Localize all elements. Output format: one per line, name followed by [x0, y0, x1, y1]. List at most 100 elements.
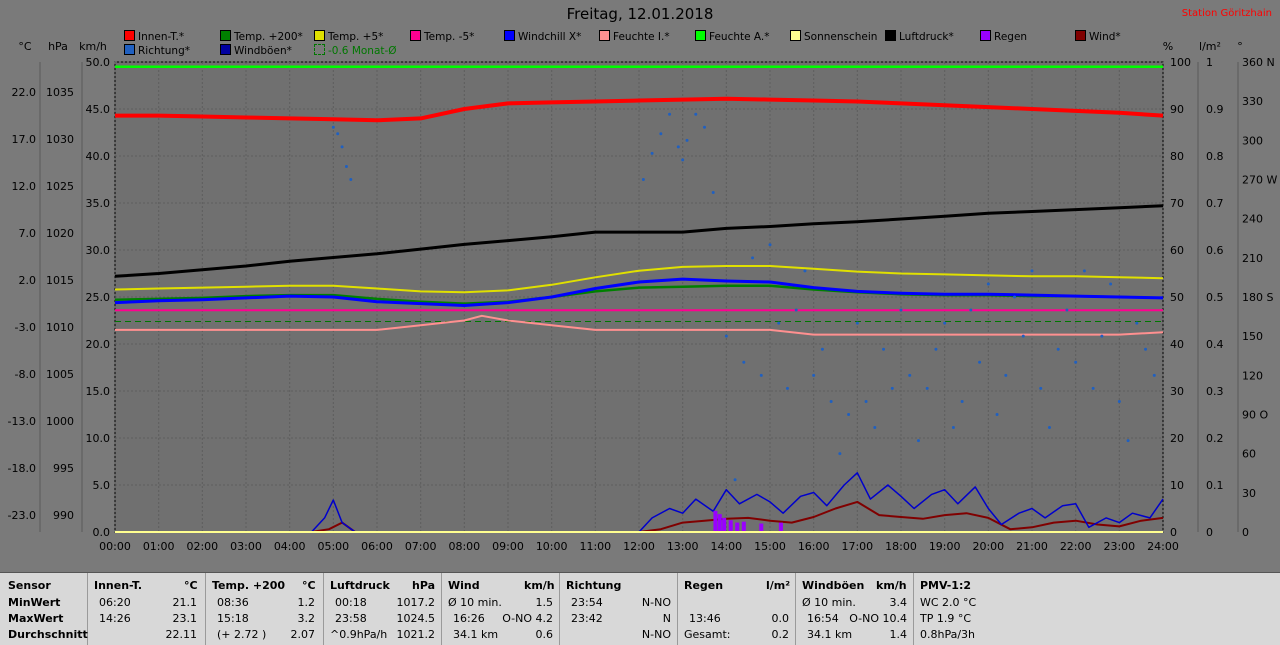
- temp200-min-time: 08:36: [217, 596, 249, 609]
- direction-point: [882, 347, 886, 351]
- header-sensor: Sensor: [8, 579, 51, 592]
- tick-label-kmh: 45.0: [86, 103, 111, 116]
- tick-label-kmh: 15.0: [86, 385, 111, 398]
- legend-label: Regen: [994, 31, 1028, 43]
- legend-label: Wind*: [1089, 31, 1121, 43]
- pmv-windchill: WC 2.0 °C: [920, 596, 977, 609]
- tick-label-time: 02:00: [186, 540, 218, 553]
- tick-label-pct: 90: [1170, 103, 1184, 116]
- direction-point: [864, 399, 868, 403]
- tick-label-hpa: 1030: [46, 133, 74, 146]
- tick-label-deg: 360 N: [1242, 56, 1275, 69]
- legend-item: Temp. +200*: [220, 30, 303, 43]
- col-innen: Innen-T. °C 06:20 14:26 21.1 23.1 22.11: [88, 573, 206, 645]
- legend-swatch: [410, 30, 421, 41]
- chart-title: Freitag, 12.01.2018: [566, 5, 714, 23]
- legend-swatch: [599, 30, 610, 41]
- rain-bar: [722, 517, 727, 532]
- tick-label-rain: 0.6: [1206, 244, 1224, 257]
- tick-label-pct: 10: [1170, 479, 1184, 492]
- direction-point: [838, 452, 842, 456]
- legend-label: Temp. +200*: [234, 31, 303, 43]
- pmv-taupunkt: TP 1.9 °C: [920, 612, 972, 625]
- tick-label-time: 13:00: [667, 540, 699, 553]
- legend-item: Windböen*: [220, 44, 292, 57]
- tick-label-hpa: 1015: [46, 274, 74, 287]
- tick-label-rain: 1: [1206, 56, 1213, 69]
- rain-bar: [717, 514, 722, 532]
- tick-label-hpa: 995: [53, 462, 74, 475]
- direction-point: [724, 334, 728, 338]
- direction-point: [812, 373, 816, 377]
- tick-label-deg: 270 W: [1242, 174, 1277, 187]
- direction-point: [340, 145, 344, 149]
- tick-label-time: 00:00: [99, 540, 131, 553]
- tick-label-hpa: 990: [53, 509, 74, 522]
- temp200-max-time: 15:18: [217, 612, 249, 625]
- boeen-distance: 34.1 km: [807, 628, 853, 641]
- rain-bar: [759, 523, 764, 532]
- tick-label-time: 01:00: [143, 540, 175, 553]
- wind-avg: 0.6: [535, 628, 554, 641]
- legend-label: Windchill X*: [518, 31, 582, 43]
- legend-label: Windböen*: [234, 45, 292, 57]
- temp200-avg: 2.07: [290, 628, 316, 641]
- tick-label-temp: -23.0: [8, 509, 36, 522]
- direction-point: [1039, 386, 1043, 390]
- direction-point: [768, 243, 772, 247]
- direction-point: [641, 178, 645, 181]
- tick-label-time: 10:00: [536, 540, 568, 553]
- richtung-avg: N-NO: [641, 628, 671, 641]
- direction-point: [785, 386, 789, 390]
- direction-point: [1030, 269, 1034, 273]
- tick-label-time: 03:00: [230, 540, 262, 553]
- tick-label-hpa: 1010: [46, 321, 74, 334]
- direction-point: [733, 478, 737, 482]
- tick-label-temp: 12.0: [12, 180, 37, 193]
- direction-point: [908, 373, 912, 377]
- row-label-avg: Durchschnitt: [8, 628, 88, 641]
- legend-item: Regen: [980, 30, 1027, 43]
- col-pmv: PMV-1:2 WC 2.0 °C TP 1.9 °C 0.8hPa/3h: [914, 573, 1031, 645]
- richtung-max: N: [662, 612, 671, 625]
- direction-point: [349, 178, 353, 181]
- tick-label-rain: 0.9: [1206, 103, 1224, 116]
- col-boeen: Windböen km/h Ø 10 min. 16:54 34.1 km O-…: [796, 573, 914, 645]
- tick-label-kmh: 40.0: [86, 150, 111, 163]
- tick-label-hpa: 1000: [46, 415, 74, 428]
- direction-point: [331, 125, 335, 129]
- tick-label-time: 07:00: [405, 540, 437, 553]
- series-line: [115, 314, 1164, 336]
- direction-point: [899, 308, 903, 312]
- legend-swatch: [314, 44, 325, 55]
- direction-point: [951, 426, 955, 430]
- col-richtung: Richtung 23:54 23:42 N-NO N N-NO: [560, 573, 678, 645]
- tick-label-time: 12:00: [623, 540, 655, 553]
- tick-label-time: 21:00: [1016, 540, 1048, 553]
- boeen-max: O-NO 10.4: [849, 612, 907, 625]
- luftdruck-max-time: 23:58: [335, 612, 367, 625]
- luftdruck-min: 1017.2: [396, 596, 436, 609]
- unit-regen: l/m²: [766, 579, 791, 592]
- legend-swatch: [220, 30, 231, 41]
- header-temp200: Temp. +200: [212, 579, 286, 592]
- regen-max: 0.0: [771, 612, 790, 625]
- tick-label-kmh: 5.0: [93, 479, 111, 492]
- series-line: [114, 277, 1164, 307]
- direction-point: [1013, 295, 1017, 299]
- legend-item: Feuchte A.*: [695, 30, 770, 43]
- tick-label-deg: 300: [1242, 134, 1263, 147]
- unit-innen: °C: [184, 579, 198, 592]
- direction-point: [1117, 399, 1121, 403]
- regen-total-label: Gesamt:: [684, 628, 731, 641]
- legend-swatch: [124, 30, 135, 41]
- tick-label-time: 05:00: [317, 540, 349, 553]
- luftdruck-avg: 1021.2: [396, 628, 436, 641]
- legend-swatch: [1075, 30, 1086, 41]
- tick-label-deg: 30: [1242, 487, 1256, 500]
- tick-label-kmh: 25.0: [86, 291, 111, 304]
- legend-label: -0.6 Monat-Ø: [328, 45, 397, 57]
- luftdruck-min-time: 00:18: [335, 596, 367, 609]
- tick-label-temp: -3.0: [15, 321, 36, 334]
- legend-label: Temp. -5*: [424, 31, 475, 43]
